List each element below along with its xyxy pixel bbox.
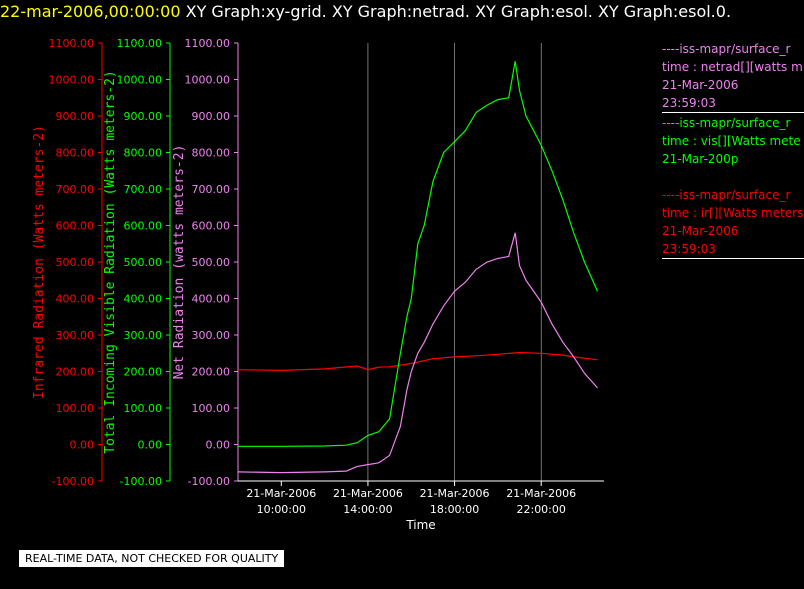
- legend-ir: ----iss-mapr/surface_r time : ir[][Watts…: [662, 186, 804, 258]
- legend-divider: [662, 258, 804, 259]
- quality-note: REAL-TIME DATA, NOT CHECKED FOR QUALITY: [19, 550, 285, 567]
- grid-group: [367, 43, 542, 481]
- net-tick-label: 100.00: [192, 402, 231, 415]
- ir-tick-label: 300.00: [56, 329, 95, 342]
- x-tick-time: 10:00:00: [257, 503, 306, 516]
- x-tick-time: 14:00:00: [343, 503, 392, 516]
- net-tick-label: 600.00: [192, 220, 231, 233]
- x-ticks-group: 21-Mar-2006 10:00:00 21-Mar-2006 14:00:00 21…: [246, 481, 576, 532]
- ir-tick-label: -100.00: [52, 475, 94, 488]
- axes-group: 1100.00 1000.00 900.00 800.00 700.00 600.00 50…: [32, 37, 604, 488]
- net-tick-label: 800.00: [192, 147, 231, 160]
- vis-tick-label: -100.00: [120, 475, 162, 488]
- net-tick-label: 900.00: [192, 110, 231, 123]
- legend-vis-source: ----iss-mapr/surface_r: [662, 116, 791, 130]
- ir-tick-label: 700.00: [56, 183, 95, 196]
- ir-series-line: [237, 351, 598, 372]
- legend-vis-date: 21-Mar-200p: [662, 152, 739, 166]
- ir-tick-label: 200.00: [56, 366, 95, 379]
- net-axis-title: Net Radiation (watts meters-2): [172, 145, 187, 380]
- ir-tick-label: 100.00: [56, 402, 95, 415]
- x-tick-date: 21-Mar-2006: [333, 487, 403, 500]
- net-tick-label: 0.00: [206, 439, 231, 452]
- vis-tick-label: 200.00: [124, 366, 163, 379]
- legend-ir-source: ----iss-mapr/surface_r: [662, 188, 791, 202]
- x-tick-date: 21-Mar-2006: [246, 487, 316, 500]
- vis-tick-label: 1100.00: [117, 37, 163, 50]
- net-tick-label: 500.00: [192, 256, 231, 269]
- ir-tick-label: 1100.00: [49, 37, 95, 50]
- vis-tick-label: 600.00: [124, 220, 163, 233]
- vis-tick-label: 0.00: [138, 439, 163, 452]
- net-tick-label: 300.00: [192, 329, 231, 342]
- net-tick-label: 200.00: [192, 366, 231, 379]
- ir-tick-label: 400.00: [56, 293, 95, 306]
- net-series-line: [237, 232, 598, 474]
- x-tick-date: 21-Mar-2006: [506, 487, 576, 500]
- ir-tick-label: 500.00: [56, 256, 95, 269]
- vis-tick-label: 1000.00: [117, 74, 163, 87]
- x-tick-date: 21-Mar-2006: [420, 487, 490, 500]
- ir-tick-label: 1000.00: [49, 74, 95, 87]
- legend-net-date: 21-Mar-2006: [662, 78, 739, 92]
- vis-series-line: [238, 61, 599, 447]
- net-tick-label: 700.00: [192, 183, 231, 196]
- legend-net-var: time : netrad[][watts m: [662, 60, 803, 74]
- ir-tick-label: 800.00: [56, 147, 95, 160]
- net-tick-label: 400.00: [192, 293, 231, 306]
- vis-tick-label: 100.00: [124, 402, 163, 415]
- legend-vis: ----iss-mapr/surface_r time : vis[][Watt…: [662, 114, 804, 168]
- vis-tick-label: 900.00: [124, 110, 163, 123]
- vis-tick-label: 500.00: [124, 256, 163, 269]
- ir-tick-label: 900.00: [56, 110, 95, 123]
- x-axis-title: Time: [405, 518, 435, 532]
- net-tick-label: 1000.00: [185, 74, 231, 87]
- legend-ir-var: time : ir[][Watts meters: [662, 206, 804, 220]
- ir-tick-label: 0.00: [70, 439, 95, 452]
- vis-axis-title: Total Incoming Visible Radiation (Watts …: [103, 70, 118, 454]
- x-tick-time: 22:00:00: [516, 503, 565, 516]
- legend-net-time: 23:59:03: [662, 96, 716, 110]
- title-date: 22-mar-2006,00:00:00: [0, 2, 181, 21]
- vis-tick-label: 800.00: [124, 147, 163, 160]
- ir-axis-title: Infrared Radiation (Watts meters-2): [32, 125, 47, 399]
- x-tick-time: 18:00:00: [430, 503, 479, 516]
- legend-net-source: ----iss-mapr/surface_r: [662, 42, 791, 56]
- legend-net: ----iss-mapr/surface_r time : netrad[][w…: [662, 40, 804, 112]
- legend-vis-var: time : vis[][Watts mete: [662, 134, 801, 148]
- vis-tick-label: 400.00: [124, 293, 163, 306]
- net-tick-label: -100.00: [188, 475, 230, 488]
- vis-tick-label: 700.00: [124, 183, 163, 196]
- title-graphs: XY Graph:xy-grid. XY Graph:netrad. XY Gr…: [185, 2, 732, 21]
- vis-tick-label: 300.00: [124, 329, 163, 342]
- ir-tick-label: 600.00: [56, 220, 95, 233]
- legend-ir-time: 23:59:03: [662, 242, 716, 256]
- legend-ir-date: 21-Mar-2006: [662, 224, 739, 238]
- title-bar: 22-mar-2006,00:00:00 XY Graph:xy-grid. X…: [0, 2, 731, 26]
- legend-divider: [662, 112, 804, 113]
- net-tick-label: 1100.00: [185, 37, 231, 50]
- series-group: [237, 61, 599, 474]
